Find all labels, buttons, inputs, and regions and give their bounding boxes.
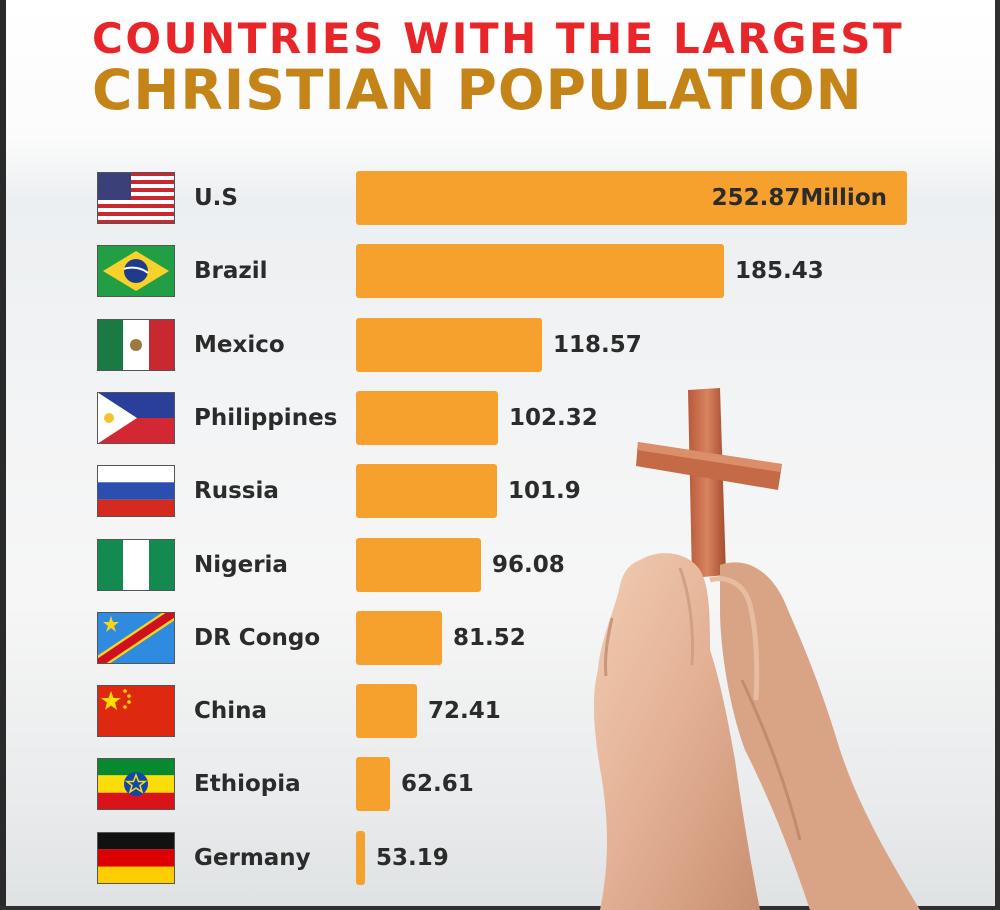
title-line-2: CHRISTIAN POPULATION (92, 58, 863, 122)
country-label: Germany (194, 845, 311, 871)
bar (356, 244, 724, 298)
value-label: 102.32 (509, 405, 598, 431)
country-label: DR Congo (194, 625, 321, 651)
bar (356, 831, 365, 885)
usa-flag-icon (97, 172, 175, 224)
bar (356, 391, 498, 445)
value-label: 81.52 (453, 625, 526, 651)
ethiopia-flag-icon (97, 758, 175, 810)
bar (356, 611, 442, 665)
value-label: 185.43 (735, 258, 824, 284)
bar (356, 684, 417, 738)
hands-holding-cross-illustration (593, 388, 920, 910)
title-line-1: COUNTRIES WITH THE LARGEST (92, 14, 905, 63)
right-border (995, 0, 1000, 910)
bar (356, 171, 907, 225)
country-label: Brazil (194, 258, 268, 284)
country-label: Russia (194, 478, 279, 504)
value-label: 96.08 (492, 552, 565, 578)
dr-congo-flag-icon (97, 612, 175, 664)
country-label: Mexico (194, 332, 285, 358)
russia-flag-icon (97, 465, 175, 517)
bar (356, 538, 481, 592)
value-label: 72.41 (428, 698, 501, 724)
china-flag-icon (97, 685, 175, 737)
philippines-flag-icon (97, 392, 175, 444)
germany-flag-icon (97, 832, 175, 884)
value-label: 252.87Million (711, 185, 887, 211)
mexico-flag-icon (97, 319, 175, 371)
bar (356, 464, 497, 518)
country-label: U.S (194, 185, 238, 211)
left-border (0, 0, 6, 910)
value-label: 53.19 (376, 845, 449, 871)
country-label: China (194, 698, 268, 724)
country-label: Ethiopia (194, 771, 301, 797)
country-label: Philippines (194, 405, 338, 431)
value-label: 101.9 (508, 478, 581, 504)
value-label: 62.61 (401, 771, 474, 797)
bar (356, 318, 542, 372)
nigeria-flag-icon (97, 539, 175, 591)
bottom-border (0, 906, 1000, 910)
brazil-flag-icon (97, 245, 175, 297)
country-label: Nigeria (194, 552, 288, 578)
bar (356, 757, 390, 811)
value-label: 118.57 (553, 332, 642, 358)
cross-icon (636, 388, 782, 578)
